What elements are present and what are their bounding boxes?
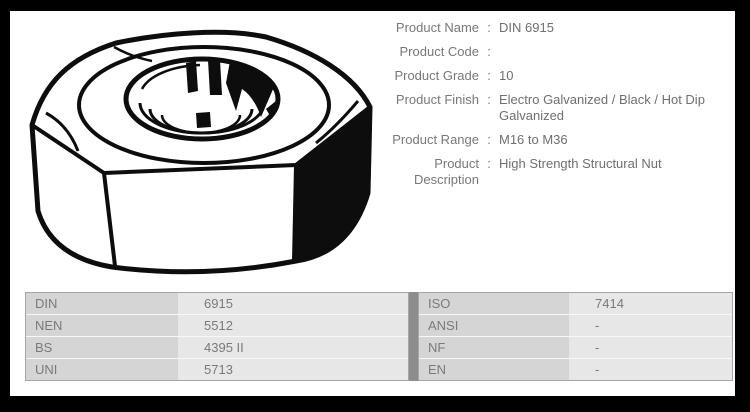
table-row: EN - bbox=[419, 359, 732, 380]
detail-label: Product Code bbox=[399, 44, 480, 59]
standards-table-left: DIN 6915 NEN 5512 BS 4395 II UNI 5713 bbox=[25, 292, 409, 381]
detail-label: Product Name bbox=[395, 20, 479, 35]
table-row: ISO 7414 bbox=[419, 293, 732, 315]
hex-nut-drawing bbox=[29, 29, 373, 275]
detail-value: M16 to M36 bbox=[499, 132, 568, 147]
standard-value-cell: 7414 bbox=[569, 293, 732, 314]
standard-name-cell: ISO bbox=[419, 293, 569, 314]
product-details: Product Name : DIN 6915 Product Code : P… bbox=[380, 20, 732, 196]
table-row: UNI 5713 bbox=[26, 359, 408, 380]
detail-value bbox=[499, 44, 732, 60]
detail-value: 10 bbox=[499, 68, 514, 83]
colon-separator: : bbox=[487, 44, 491, 59]
standard-value-cell: 6915 bbox=[178, 293, 408, 314]
standard-value-cell: 5512 bbox=[178, 315, 408, 336]
detail-label: Product Finish bbox=[395, 92, 479, 107]
colon-separator: : bbox=[487, 92, 491, 107]
product-code-row: Product Code : bbox=[380, 44, 732, 60]
standard-name-cell: NEN bbox=[26, 315, 178, 336]
standard-value-cell: - bbox=[569, 359, 732, 380]
detail-label: Product Grade bbox=[394, 68, 479, 83]
standards-tables: DIN 6915 NEN 5512 BS 4395 II UNI 5713 IS… bbox=[25, 292, 733, 381]
detail-value: DIN 6915 bbox=[499, 20, 554, 35]
standard-value-cell: - bbox=[569, 337, 732, 358]
content-panel: Product Name : DIN 6915 Product Code : P… bbox=[10, 11, 735, 396]
detail-value: High Strength Structural Nut bbox=[499, 156, 662, 171]
standard-value-cell: 4395 II bbox=[178, 337, 408, 358]
table-row: NF - bbox=[419, 337, 732, 359]
product-grade-row: Product Grade : 10 bbox=[380, 68, 732, 84]
standard-name-cell: UNI bbox=[26, 359, 178, 380]
detail-label: Product Range bbox=[392, 132, 479, 147]
standard-value-cell: - bbox=[569, 315, 732, 336]
colon-separator: : bbox=[487, 132, 491, 147]
colon-separator: : bbox=[487, 68, 491, 83]
table-row: NEN 5512 bbox=[26, 315, 408, 337]
standards-table-right: ISO 7414 ANSI - NF - EN - bbox=[418, 292, 733, 381]
table-row: ANSI - bbox=[419, 315, 732, 337]
colon-separator: : bbox=[487, 156, 491, 171]
standard-name-cell: EN bbox=[419, 359, 569, 380]
product-range-row: Product Range : M16 to M36 bbox=[380, 132, 732, 148]
table-row: DIN 6915 bbox=[26, 293, 408, 315]
table-row: BS 4395 II bbox=[26, 337, 408, 359]
standard-name-cell: NF bbox=[419, 337, 569, 358]
product-description-row: Product Description : High Strength Stru… bbox=[380, 156, 732, 188]
product-finish-row: Product Finish : Electro Galvanized / Bl… bbox=[380, 92, 732, 124]
product-image bbox=[14, 13, 386, 291]
standard-name-cell: BS bbox=[26, 337, 178, 358]
detail-value: Electro Galvanized / Black / Hot Dip Gal… bbox=[499, 92, 705, 123]
product-name-row: Product Name : DIN 6915 bbox=[380, 20, 732, 36]
table-divider bbox=[409, 292, 418, 381]
detail-label: Product Description bbox=[413, 156, 479, 187]
standard-name-cell: DIN bbox=[26, 293, 178, 314]
standard-name-cell: ANSI bbox=[419, 315, 569, 336]
colon-separator: : bbox=[487, 20, 491, 35]
standard-value-cell: 5713 bbox=[178, 359, 408, 380]
